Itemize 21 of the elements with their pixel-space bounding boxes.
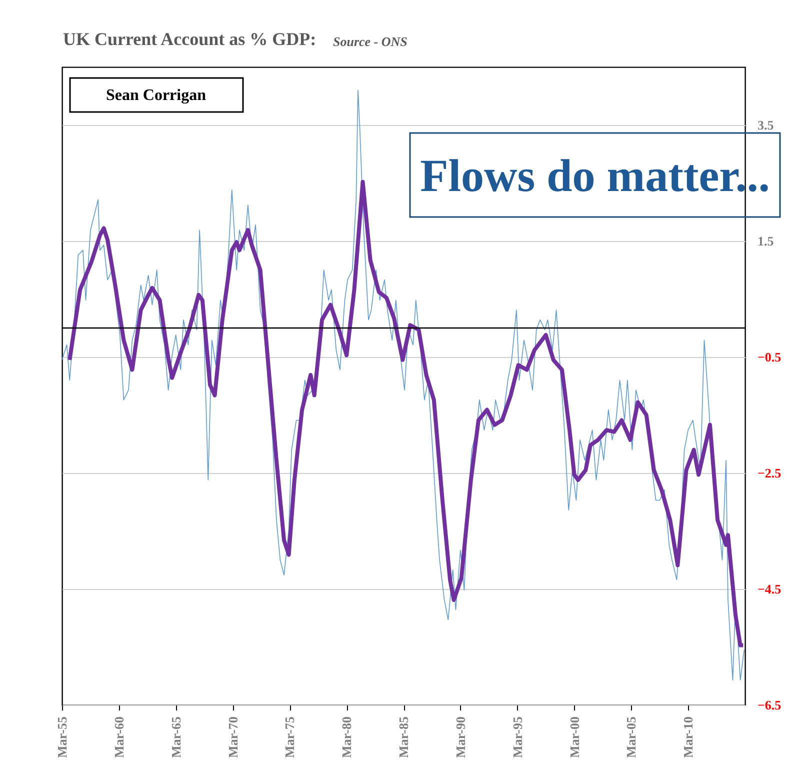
x-tick-label: Mar-70 (225, 716, 240, 758)
x-tick-label: Mar-55 (54, 716, 70, 758)
chart-title: UK Current Account as % GDP: (63, 29, 316, 49)
y-tick-label: −4.5 (758, 582, 782, 596)
annotation: Sean Corrigan (106, 87, 206, 104)
x-tick-label: Mar-95 (510, 716, 525, 758)
x-tick-label: Mar-85 (396, 716, 412, 758)
y-tick-label: 3.5 (758, 118, 774, 132)
y-tick-label: 1.5 (758, 234, 774, 248)
x-tick-label: Mar-90 (452, 716, 468, 758)
y-tick-label: −2.5 (758, 466, 782, 480)
y-tick-label: −0.5 (758, 350, 782, 364)
x-tick-label: Mar-80 (339, 716, 354, 758)
x-tick-label: Mar-75 (282, 716, 298, 758)
x-tick-label: Mar-65 (168, 716, 184, 758)
source-note: Source - ONS (333, 34, 408, 49)
x-tick-label: Mar-05 (624, 716, 639, 758)
x-tick-label: Mar-00 (566, 716, 582, 758)
y-tick-label: −6.5 (758, 698, 782, 712)
x-tick-label: Mar-60 (111, 716, 126, 758)
x-tick-label: Mar-10 (680, 716, 696, 758)
